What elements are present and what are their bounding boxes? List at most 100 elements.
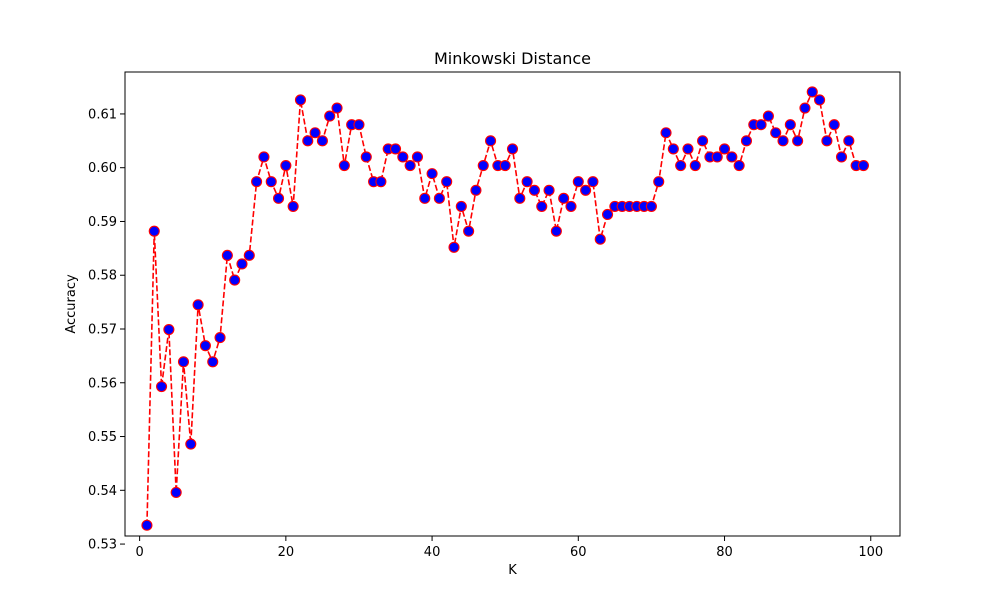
x-axis-label: K (508, 563, 517, 578)
data-point (718, 143, 731, 155)
data-point (448, 241, 460, 253)
data-point (697, 135, 709, 147)
y-tick-label: 0.58 (88, 269, 117, 284)
x-tick-label: 40 (424, 545, 441, 560)
data-point (375, 176, 387, 188)
y-tick-label: 0.60 (88, 161, 117, 176)
data-point (411, 151, 424, 163)
y-tick-label: 0.56 (88, 376, 117, 391)
data-point (426, 168, 438, 180)
data-point (221, 249, 233, 261)
x-axis-ticks: 0 20 40 60 80 100 (135, 536, 883, 560)
data-point (214, 332, 226, 344)
x-tick-label: 60 (570, 545, 587, 560)
data-point (199, 340, 211, 352)
y-axis-label: Accuracy (64, 274, 79, 334)
data-point (543, 184, 555, 196)
data-point (667, 143, 679, 155)
data-point (272, 192, 285, 204)
data-point (470, 184, 482, 196)
data-point (236, 258, 248, 270)
data-point (528, 184, 540, 196)
data-point (601, 208, 614, 221)
data-point (485, 135, 497, 147)
y-tick-label: 0.61 (88, 107, 117, 122)
y-tick-label: 0.53 (88, 538, 117, 553)
data-point (477, 160, 489, 172)
data-point (821, 135, 833, 147)
data-point (302, 135, 314, 147)
data-point (148, 225, 160, 237)
data-point (682, 143, 694, 155)
y-axis-ticks: 0.53 0.54 0.55 0.56 0.57 0.58 0.59 0.60 0.61 (88, 107, 125, 553)
data-point (455, 200, 467, 212)
data-point (177, 356, 190, 368)
data-point (251, 176, 263, 188)
data-point (141, 519, 153, 531)
data-point (550, 225, 562, 237)
data-point (689, 160, 701, 172)
x-tick-label: 80 (716, 545, 733, 560)
data-point (660, 127, 672, 139)
data-point (294, 94, 307, 106)
data-point (229, 274, 241, 286)
data-point (389, 143, 402, 155)
data-point (338, 160, 350, 172)
data-point (265, 176, 277, 188)
data-point (207, 356, 219, 368)
data-point (792, 135, 804, 147)
data-point (675, 160, 687, 172)
data-point (433, 192, 445, 204)
data-point (353, 119, 365, 131)
data-point (653, 176, 665, 188)
data-point (799, 102, 811, 114)
data-point (404, 160, 416, 172)
data-point (360, 151, 372, 163)
data-point (506, 143, 519, 155)
data-point (156, 380, 168, 393)
data-point (536, 200, 548, 212)
data-point (324, 110, 336, 122)
data-point (521, 176, 533, 188)
y-tick-label: 0.59 (88, 215, 117, 230)
chart-title: Minkowski Distance (434, 49, 591, 68)
y-tick-label: 0.55 (88, 430, 117, 445)
data-point (163, 323, 175, 336)
data-point (170, 486, 182, 499)
data-point (419, 192, 431, 204)
data-point (740, 135, 753, 147)
data-point (587, 176, 599, 188)
data-point (733, 160, 745, 172)
data-point (514, 192, 526, 204)
data-point (726, 151, 738, 163)
data-point (770, 127, 782, 139)
data-point (806, 86, 818, 98)
data-point (243, 249, 255, 261)
x-tick-label: 0 (135, 545, 143, 560)
data-point (777, 135, 789, 147)
x-tick-label: 100 (858, 545, 883, 560)
data-point (258, 151, 270, 163)
data-point (316, 135, 328, 147)
x-tick-label: 20 (278, 545, 295, 560)
data-point (441, 176, 453, 188)
data-point (287, 200, 299, 212)
data-point (755, 119, 767, 131)
data-point (580, 184, 592, 196)
data-point (784, 119, 796, 131)
data-point (762, 110, 774, 122)
data-point (499, 160, 511, 172)
y-tick-label: 0.57 (88, 323, 117, 338)
data-point (280, 160, 292, 172)
data-point (185, 438, 197, 450)
data-point (645, 200, 657, 212)
data-point (843, 135, 855, 147)
data-point (397, 151, 409, 163)
data-point (565, 200, 577, 212)
data-point (594, 233, 606, 245)
plot-area (141, 86, 869, 531)
data-point (857, 160, 869, 172)
